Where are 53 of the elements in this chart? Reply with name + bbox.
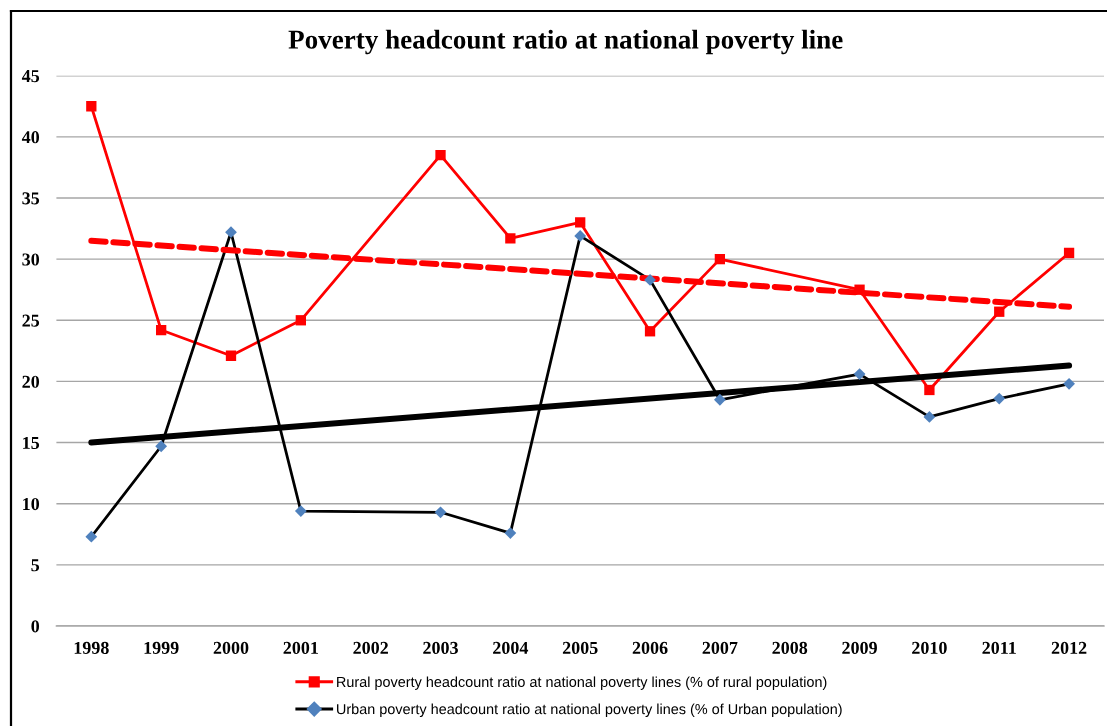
point (853, 368, 866, 380)
x-tick-label: 2002 (353, 641, 388, 654)
x-tick-label: 2007 (702, 641, 738, 654)
x-tick-label: 2000 (213, 641, 249, 654)
point (854, 284, 865, 295)
point (574, 230, 587, 242)
point (994, 306, 1005, 317)
point (714, 253, 726, 265)
legend-label: Urban poverty headcount ratio at national poverty lines (% of Urban population) (337, 703, 842, 718)
x-tick-label: 2003 (423, 641, 458, 654)
y-tick-label: 5 (31, 559, 40, 572)
point (155, 440, 168, 453)
x-tick-label: 2011 (982, 641, 1016, 654)
y-tick-label: 15 (23, 436, 40, 450)
point (156, 324, 167, 336)
y-tick-label: 40 (21, 131, 40, 144)
point (923, 410, 936, 423)
x-tick-label: 2005 (562, 641, 598, 654)
point (225, 350, 237, 361)
point (644, 326, 656, 337)
chart-title: Poverty headcount ratio at national poverty line (288, 29, 843, 55)
point (1063, 377, 1075, 390)
point (434, 506, 447, 519)
point (575, 217, 586, 228)
point (1063, 247, 1075, 259)
y-tick-label: 20 (22, 375, 40, 388)
x-tick-label: 2010 (912, 641, 947, 654)
x-tick-label: 1999 (144, 641, 179, 654)
x-tick-label: 2009 (842, 641, 877, 654)
y-tick-label: 10 (23, 497, 40, 511)
point (924, 384, 935, 396)
y-tick-label: 30 (22, 253, 40, 266)
point (435, 150, 446, 161)
y-tick-label: 35 (22, 192, 40, 205)
x-tick-label: 2004 (493, 641, 529, 654)
point (505, 233, 516, 244)
x-tick-label: 1998 (74, 641, 109, 654)
x-tick-label: 2012 (1051, 641, 1087, 654)
point (225, 226, 237, 239)
point (713, 393, 726, 406)
y-tick-label: 0 (31, 620, 40, 633)
legend-label: Rural poverty headcount ratio at national poverty lines (% of rural population) (337, 676, 827, 690)
x-tick-label: 2001 (283, 641, 318, 654)
point (294, 505, 307, 517)
y-tick-label: 45 (21, 70, 40, 83)
y-tick-label: 25 (22, 314, 40, 327)
point (295, 315, 306, 326)
point (85, 530, 98, 543)
point (993, 392, 1006, 405)
x-tick-label: 2006 (632, 641, 668, 654)
x-tick-label: 2008 (772, 641, 808, 654)
point (86, 101, 97, 112)
point (504, 527, 517, 539)
